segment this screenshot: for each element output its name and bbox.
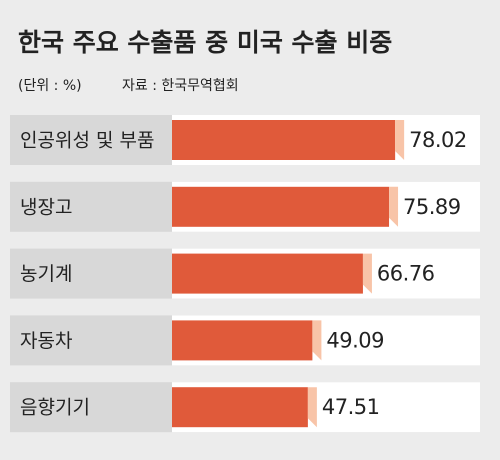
value-label: 78.02 [409,128,467,152]
category-label: 음향기기 [20,397,90,419]
category-label: 인공위성 및 부품 [20,130,154,152]
bar [172,253,363,294]
bar [172,387,308,428]
bar-bevel [307,387,317,428]
bar [172,320,313,361]
bar-bevel [362,253,372,294]
bar-bevel [395,120,405,160]
value-label: 75.89 [403,195,461,219]
chart-title: 한국 주요 수출품 중 미국 수출 비중 [18,28,392,57]
value-label: 47.51 [322,395,380,419]
value-label: 66.76 [377,262,435,286]
category-label: 냉장고 [20,196,72,218]
unit-note: (단위 : %) [18,78,82,94]
category-label: 농기계 [20,263,72,285]
bar [172,120,396,160]
value-label: 49.09 [326,328,384,352]
category-label: 자동차 [20,330,72,352]
source: 자료 : 한국무역협회 [122,78,239,94]
bar [172,186,390,227]
bar-bevel [389,186,399,227]
bar-bevel [312,320,322,361]
